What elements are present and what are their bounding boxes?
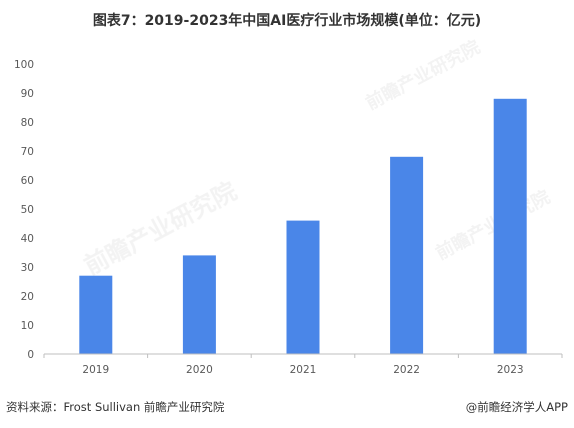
credit-note: @前瞻经济学人APP	[465, 400, 568, 414]
y-tick-label: 100	[14, 59, 34, 71]
bar-2019	[79, 275, 113, 354]
x-tick-label: 2020	[186, 364, 213, 376]
bar-2020	[182, 255, 216, 354]
bars	[79, 98, 527, 354]
source-note: 资料来源：Frost Sullivan 前瞻产业研究院	[6, 400, 225, 414]
y-tick-label: 90	[21, 88, 34, 100]
x-tick-label: 2022	[393, 364, 420, 376]
y-tick-label: 0	[27, 349, 34, 361]
watermark-text-3: 前瞻产业研究院	[432, 186, 554, 265]
chart-title: 图表7：2019-2023年中国AI医疗行业市场规模(单位：亿元)	[92, 13, 482, 29]
y-tick-label: 50	[21, 204, 34, 216]
y-tick-label: 10	[21, 320, 34, 332]
x-axis: 2019 2020 2021 2022 2023	[43, 353, 563, 376]
bar-2022	[390, 156, 424, 354]
y-tick-label: 80	[21, 117, 34, 129]
y-tick-label: 70	[21, 146, 34, 158]
x-tick-label: 2021	[290, 364, 317, 376]
x-tick-label: 2019	[82, 364, 109, 376]
y-tick-label: 40	[21, 233, 34, 245]
y-tick-label: 30	[21, 262, 34, 274]
y-tick-label: 20	[21, 291, 34, 303]
x-tick-label: 2023	[497, 364, 524, 376]
watermark-text-2: 前瞻产业研究院	[362, 36, 484, 115]
y-tick-label: 60	[21, 175, 34, 187]
watermark-text-1: 前瞻产业研究院	[80, 177, 241, 281]
y-axis: 0 10 20 30 40 50 60 70 80 90 100	[14, 59, 34, 361]
bar-2021	[286, 220, 320, 354]
bar-2023	[493, 98, 527, 354]
